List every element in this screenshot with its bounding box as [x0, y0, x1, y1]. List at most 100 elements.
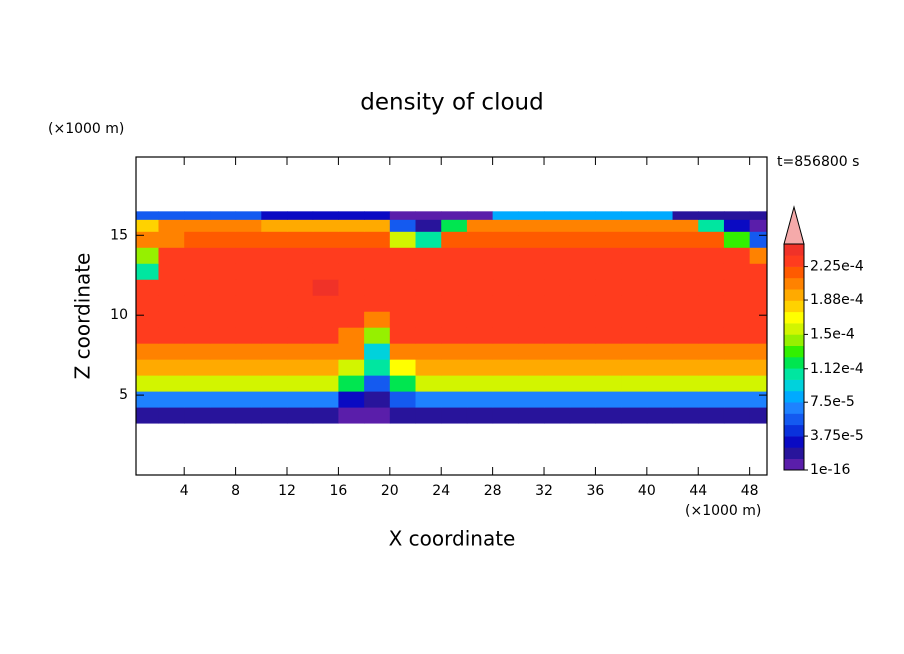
field-cell [389, 231, 417, 248]
field-cell [621, 263, 648, 280]
field-cell [261, 295, 288, 312]
field-cell [544, 311, 571, 328]
colorbar-tick-label: 7.5e-5 [810, 394, 855, 410]
field-cell [209, 375, 237, 392]
field-cell [466, 263, 494, 280]
field-cell [544, 247, 571, 264]
field-cell [235, 211, 262, 220]
field-cell [389, 247, 417, 264]
field-cell [441, 311, 468, 328]
field-cell [389, 343, 417, 360]
field-cell [441, 263, 468, 280]
field-cell [595, 211, 622, 220]
field-cell [261, 327, 288, 344]
field-cell [646, 263, 674, 280]
colorbar-band [784, 436, 804, 448]
field-cell [621, 407, 648, 424]
field-cell [595, 219, 622, 232]
field-cell [338, 247, 365, 264]
field-cell [749, 279, 767, 296]
field-cell [518, 407, 545, 424]
field-cell [723, 279, 751, 296]
field-cell [158, 263, 185, 280]
field-cell [136, 279, 159, 296]
field-cell [544, 263, 571, 280]
field-cell [338, 327, 365, 344]
colorbar-band [784, 277, 804, 290]
field-cell [544, 231, 571, 248]
field-cell [364, 391, 391, 408]
colorbar-band [784, 300, 804, 313]
x-tick-label: 32 [535, 483, 553, 499]
field-cell [287, 231, 314, 248]
field-cell [544, 375, 571, 392]
field-cell [184, 295, 211, 312]
field-cell [338, 211, 365, 220]
field-cell [698, 375, 725, 392]
field-cell [136, 407, 159, 424]
field-cell [136, 311, 159, 328]
field-cell [466, 295, 494, 312]
field-cell [312, 311, 339, 328]
field-cell [235, 295, 262, 312]
field-cell [492, 295, 519, 312]
field-cell [466, 247, 494, 264]
colorbar-tick-label: 1.5e-4 [810, 326, 855, 342]
field-cell [698, 263, 725, 280]
field-cell [235, 279, 262, 296]
field-cell [184, 219, 211, 232]
field-cell [569, 327, 596, 344]
field-cell [389, 375, 417, 392]
field-cell [364, 407, 391, 424]
field-cell [672, 247, 699, 264]
field-cell [672, 295, 699, 312]
field-cell [749, 295, 767, 312]
field-cell [136, 211, 159, 220]
field-cell [723, 311, 751, 328]
field-cell [595, 359, 622, 376]
field-cell [544, 391, 571, 408]
field-cell [209, 279, 237, 296]
field-cell [209, 211, 237, 220]
field-cell [261, 311, 288, 328]
field-cell [441, 327, 468, 344]
field-cell [621, 391, 648, 408]
field-cell [595, 263, 622, 280]
field-cell [312, 359, 339, 376]
field-cell [621, 295, 648, 312]
field-cell [261, 391, 288, 408]
field-cell [749, 407, 767, 424]
field-cell [415, 375, 442, 392]
field-cell [389, 359, 417, 376]
field-cell [261, 211, 288, 220]
field-cell [158, 343, 185, 360]
field-cell [698, 247, 725, 264]
field-cell [158, 211, 185, 220]
field-cell [621, 231, 648, 248]
field-cell [235, 263, 262, 280]
field-cell [415, 263, 442, 280]
field-cell [235, 327, 262, 344]
field-cell [312, 247, 339, 264]
field-cell [364, 375, 391, 392]
field-cell [595, 295, 622, 312]
field-cell [415, 219, 442, 232]
field-cell [136, 231, 159, 248]
field-cell [364, 211, 391, 220]
field-cell [261, 343, 288, 360]
field-cell [364, 327, 391, 344]
field-cell [749, 359, 767, 376]
field-cell [338, 375, 365, 392]
field-cell [595, 407, 622, 424]
field-cell [184, 279, 211, 296]
field-cell [672, 211, 699, 220]
field-cell [749, 247, 767, 264]
field-cell [466, 279, 494, 296]
x-tick-label: 4 [180, 483, 189, 499]
field-cell [389, 211, 417, 220]
colorbar-band [784, 458, 804, 471]
field-cell [646, 279, 674, 296]
field-cell [492, 375, 519, 392]
field-cell [749, 343, 767, 360]
field-cell [158, 311, 185, 328]
